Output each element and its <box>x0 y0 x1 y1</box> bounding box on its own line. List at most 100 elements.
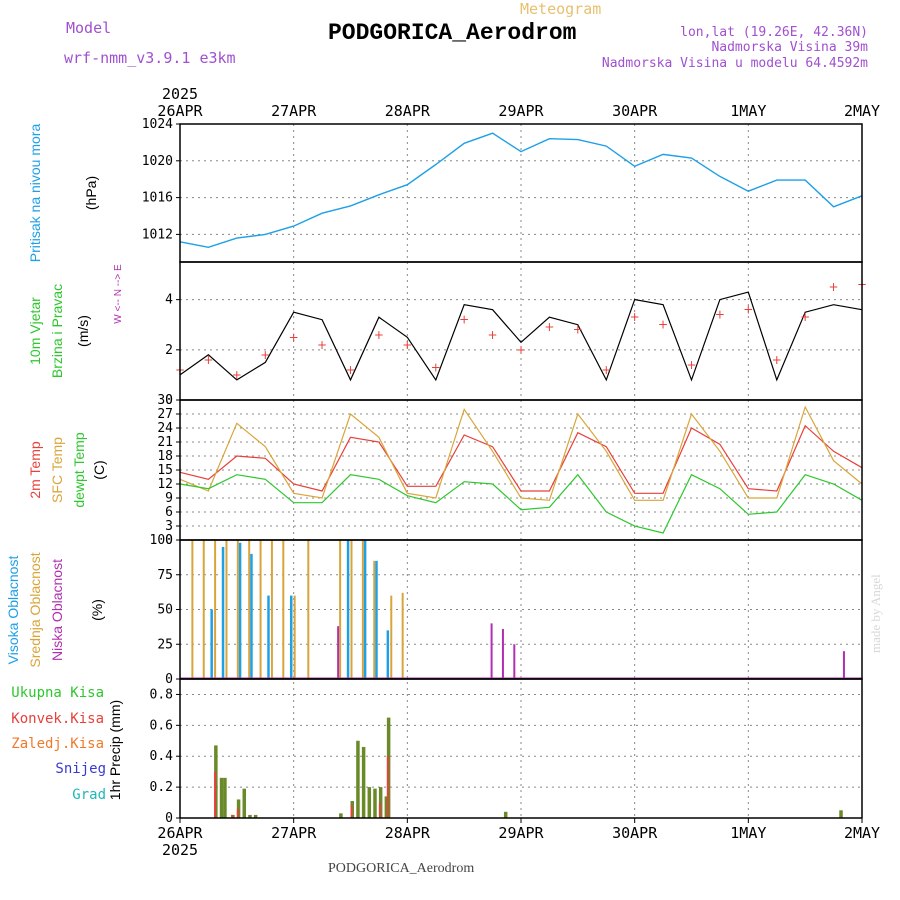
cloud-mid-bar <box>401 592 404 679</box>
x-tick-label-top: 28APR <box>385 102 431 120</box>
y-tick-label: 1020 <box>142 154 173 169</box>
footer-title: PODGORICA_Aerodrom <box>328 861 475 876</box>
cloud-mid-bar <box>361 540 364 679</box>
cloud-mid-bar <box>373 560 376 679</box>
cloud-unit: (%) <box>89 599 105 621</box>
gust-marker: + <box>715 308 725 322</box>
cloud-low-bar <box>842 651 845 679</box>
precip-total-bar <box>242 788 247 818</box>
precip-total-bar <box>361 746 366 818</box>
precip-total-bar <box>219 777 224 818</box>
x-tick-label-bottom: 1MAY <box>730 824 766 842</box>
precip-total-bar <box>384 796 389 818</box>
cloud-mid-bar <box>350 540 353 679</box>
precip-total-bar <box>253 814 258 818</box>
y-tick-label: 75 <box>157 568 173 583</box>
precip-legend-0: Ukupna Kisa <box>11 685 104 701</box>
cloud-high-bar <box>210 609 213 679</box>
y-tick-label: 9 <box>165 491 173 506</box>
meteogram-label: Meteogram <box>520 0 602 18</box>
gust-marker: + <box>402 338 412 352</box>
cloud-mid-bar <box>307 540 310 679</box>
cloud-mid-bar <box>282 540 285 679</box>
wind-subtitle: Brzina i Pravac <box>49 284 65 378</box>
panel-frame-0 <box>179 123 863 263</box>
y-tick-label: 18 <box>157 449 173 464</box>
precip-legend-2: Zaledj.Kisa <box>11 736 104 752</box>
x-tick-label-bottom: 30APR <box>612 824 658 842</box>
model-name: wrf-nmm_v3.9.1 e3km <box>64 49 236 67</box>
temp-line-1 <box>179 405 863 501</box>
cloud-high-bar <box>363 540 367 679</box>
cloud-mid-bar <box>202 540 205 679</box>
y-tick-label: 27 <box>157 407 173 422</box>
cloud-high-bar <box>238 542 242 679</box>
precip-conv-bar <box>231 814 234 818</box>
y-tick-label: 0.2 <box>150 780 173 795</box>
y-tick-label: 1016 <box>142 191 173 206</box>
x-tick-label-top: 2MAY <box>844 102 880 120</box>
x-tick-label-bottom: 26APR <box>157 824 203 842</box>
wind-unit: (m/s) <box>75 315 91 347</box>
x-tick-label-bottom: 28APR <box>385 824 431 842</box>
cloud-low-bar <box>513 644 516 679</box>
precip-conv-bar <box>236 808 239 818</box>
cloud-mid-bar <box>390 595 393 679</box>
precip-conv-bar <box>350 805 353 818</box>
x-tick-label-top: 1MAY <box>730 102 766 120</box>
y-tick-label: 0 <box>165 393 173 408</box>
model-label: Model <box>66 19 112 37</box>
coords-label: lon,lat (19.26E, 42.36N) <box>680 25 868 40</box>
gust-marker: + <box>260 348 270 362</box>
cloud-high-bar <box>221 546 225 679</box>
y-tick-label: 15 <box>157 463 173 478</box>
gust-marker: + <box>232 368 242 382</box>
y-tick-label: 0.8 <box>150 687 173 702</box>
temp-line-2 <box>179 473 863 534</box>
gust-marker: + <box>658 318 668 332</box>
y-tick-label: 1024 <box>142 117 173 132</box>
y-tick-label: 50 <box>157 603 173 618</box>
wind-title: 10m Vjetar <box>27 297 43 365</box>
precip-total-bar <box>356 740 360 818</box>
cloud-mid-bar <box>236 540 239 679</box>
x-tick-label-top: 30APR <box>612 102 658 120</box>
model-altitude-label: Nadmorska Visina u modelu 64.4592m <box>601 56 868 71</box>
cloud-mid-bar <box>191 540 194 679</box>
precip-conv-bar <box>214 771 217 818</box>
y-tick-label: 12 <box>157 477 173 492</box>
gust-marker: + <box>374 328 384 342</box>
cloud-mid-bar <box>293 595 296 679</box>
precip-legend-3: Snijeg <box>55 761 106 777</box>
y-tick-label: 0 <box>165 533 173 548</box>
cloud-mid-bar <box>214 540 217 679</box>
precip-conv-bar <box>378 802 381 818</box>
cloud-high-bar <box>250 553 253 679</box>
cloud-mid-bar <box>270 540 273 679</box>
gust-marker: + <box>772 353 782 367</box>
gust-marker: + <box>544 320 554 334</box>
y-tick-label: 6 <box>165 505 173 520</box>
y-tick-label: 25 <box>157 637 173 652</box>
temp-unit: (C) <box>91 460 107 479</box>
cloud-high-bar <box>267 595 270 679</box>
panel-frame-1 <box>179 261 863 401</box>
cloud-low-bar <box>490 623 493 679</box>
gust-marker: + <box>289 330 299 344</box>
gust-marker: + <box>573 323 583 337</box>
precip-conv-bar <box>386 756 389 818</box>
y-tick-label: 0.6 <box>150 718 173 733</box>
gust-marker: + <box>630 310 640 324</box>
cloud-mid-bar <box>259 540 262 679</box>
cloud-label-low: Niska Oblacnost <box>49 559 65 661</box>
x-tick-label-top: 27APR <box>271 102 317 120</box>
y-tick-label: 30 <box>157 393 173 408</box>
cloud-low-bar <box>501 628 504 679</box>
temp-label-dewpt: dewpt Temp <box>71 432 87 507</box>
precip-total-bar <box>367 787 372 818</box>
gust-marker: + <box>829 280 839 294</box>
precip-total-bar <box>223 777 227 818</box>
cloud-high-bar <box>289 595 293 679</box>
gust-marker: + <box>345 363 355 377</box>
gust-marker: + <box>317 338 327 352</box>
